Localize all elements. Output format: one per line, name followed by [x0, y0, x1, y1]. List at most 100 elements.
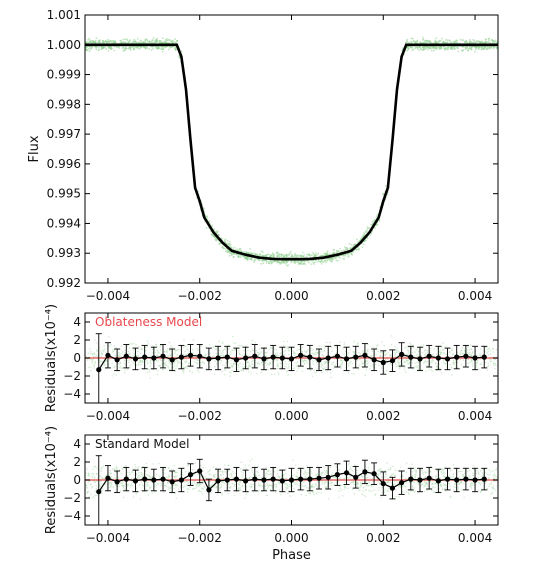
residual-point: [440, 371, 443, 374]
residual-point: [486, 348, 489, 351]
data-point: [348, 243, 351, 245]
residual-point: [175, 349, 177, 352]
data-point: [347, 256, 350, 258]
y-tick-label: 0.995: [47, 187, 81, 201]
residual-point: [383, 371, 386, 373]
residual-point: [323, 364, 326, 366]
residual-point: [405, 462, 408, 465]
residual-point: [387, 468, 390, 471]
residual-point: [409, 342, 411, 344]
data-point: [129, 49, 132, 51]
data-point: [309, 254, 312, 257]
residual-point: [414, 362, 416, 364]
data-point: [312, 261, 315, 264]
residual-point: [230, 363, 232, 365]
residual-point: [168, 368, 171, 371]
data-point: [476, 41, 479, 44]
residual-point: [88, 366, 90, 369]
residual-point: [364, 374, 367, 377]
residual-point: [343, 488, 346, 491]
residual-point: [101, 349, 104, 351]
residual-point: [251, 360, 253, 363]
residual-point: [219, 355, 222, 357]
residual-point: [489, 353, 492, 355]
data-point: [447, 46, 450, 48]
residual-point: [454, 363, 456, 366]
data-point: [296, 255, 299, 258]
plot-area: [85, 333, 498, 403]
residual-point: [321, 371, 323, 374]
data-point: [89, 40, 91, 43]
residual-point: [172, 468, 174, 471]
residual-point: [287, 367, 289, 370]
residual-point: [158, 351, 160, 354]
residual-point: [286, 370, 288, 372]
residual-point: [426, 350, 429, 352]
binned-point: [307, 354, 313, 360]
residual-point: [232, 335, 234, 338]
data-point: [286, 254, 288, 257]
residual-point: [141, 360, 144, 363]
residual-point: [220, 473, 222, 476]
residual-point: [90, 369, 92, 372]
residual-point: [282, 476, 285, 478]
residual-point: [403, 366, 406, 369]
residual-point: [220, 352, 223, 354]
residual-point: [276, 367, 279, 370]
residual-point: [115, 465, 117, 468]
data-point: [254, 253, 256, 256]
residual-point: [404, 485, 407, 488]
residual-point: [468, 351, 471, 354]
residual-point: [166, 350, 168, 352]
data-point: [452, 40, 455, 43]
data-point: [308, 253, 310, 256]
data-point: [224, 238, 227, 241]
residual-point: [215, 347, 217, 350]
residual-point: [113, 474, 115, 476]
data-point: [409, 45, 412, 48]
residual-point: [234, 342, 237, 344]
data-point: [109, 39, 112, 42]
residual-point: [164, 362, 166, 365]
residual-point: [306, 362, 309, 364]
residual-point: [479, 353, 481, 355]
residual-point: [484, 361, 487, 364]
residual-point: [163, 350, 166, 353]
residual-point: [229, 372, 232, 374]
residual-point: [310, 347, 312, 350]
data-point: [146, 47, 148, 50]
data-point: [401, 47, 404, 50]
residual-point: [371, 490, 374, 492]
residual-point: [463, 352, 466, 354]
residual-point: [450, 496, 452, 499]
residual-point: [495, 467, 498, 470]
axes-frame: [84, 14, 499, 284]
residual-point: [238, 353, 241, 355]
residual-point: [422, 471, 424, 474]
data-point: [345, 247, 348, 250]
data-point: [469, 39, 471, 41]
data-point: [212, 235, 215, 238]
data-point: [103, 41, 106, 44]
data-point: [150, 40, 153, 43]
residual-point: [116, 469, 118, 471]
residual-point: [399, 363, 401, 366]
residual-point: [490, 360, 493, 362]
data-point: [350, 244, 353, 246]
residual-point: [479, 483, 482, 486]
residual-point: [329, 466, 332, 468]
data-point: [488, 37, 491, 40]
residual-point: [414, 351, 416, 353]
data-point: [457, 50, 460, 53]
residual-point: [262, 485, 264, 488]
data-point: [324, 254, 326, 257]
residual-point: [94, 362, 96, 365]
binned-point: [215, 355, 221, 361]
data-point: [152, 37, 155, 39]
residual-point: [185, 365, 188, 368]
residual-point: [176, 359, 178, 362]
data-point: [156, 47, 159, 50]
residual-point: [187, 362, 190, 365]
residual-point: [394, 355, 397, 358]
residual-point: [224, 369, 227, 372]
